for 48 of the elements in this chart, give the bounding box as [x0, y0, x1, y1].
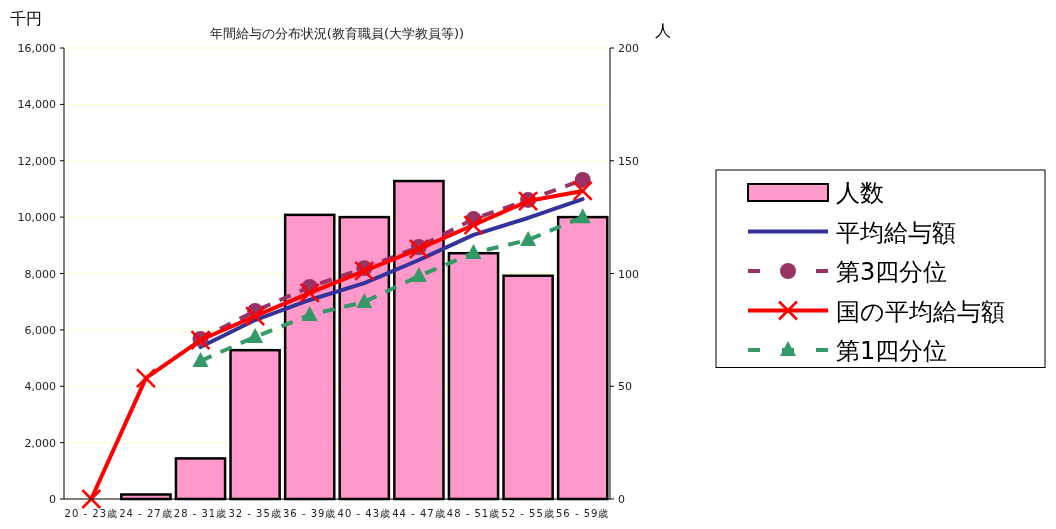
point	[520, 230, 537, 246]
legend-label: 平均給与額	[836, 218, 956, 247]
x-tick-label: 40 - 43歳	[337, 508, 392, 519]
y2-tick-label: 0	[618, 493, 625, 506]
point	[135, 367, 157, 389]
point	[301, 305, 318, 321]
y2-tick-label: 150	[618, 154, 639, 168]
x-tick-label: 44 - 47歳	[392, 508, 446, 519]
point	[463, 214, 484, 236]
y-tick-label: 0	[49, 493, 56, 506]
y2-tick-label: 100	[618, 267, 639, 281]
y-tick-label: 10,000	[17, 211, 56, 225]
x-tick-label: 48 - 51歳	[446, 508, 501, 519]
point	[408, 238, 430, 260]
point	[574, 208, 591, 224]
point	[465, 243, 482, 259]
x-tick-label: 36 - 39歳	[282, 508, 337, 519]
point	[244, 305, 266, 327]
point	[192, 351, 209, 367]
point	[299, 282, 320, 304]
x-tick-label: 56 - 59歳	[555, 508, 610, 519]
point	[247, 327, 264, 343]
point	[81, 488, 102, 510]
y-tick-label: 2,000	[24, 436, 56, 450]
y-axis-title: 千円	[10, 9, 42, 28]
point	[354, 260, 375, 282]
y2-tick-label: 200	[618, 42, 639, 55]
x-tick-label: 28 - 31歳	[173, 508, 228, 519]
legend-label: 第3四分位	[836, 258, 948, 286]
y2-tick-label: 50	[618, 380, 632, 394]
x-tick-label: 32 - 35歳	[228, 508, 282, 519]
y-tick-label: 6,000	[24, 323, 56, 337]
y-tick-label: 4,000	[24, 380, 56, 394]
legend-label: 第1四分位	[836, 337, 948, 365]
x-tick-label: 24 - 27歳	[119, 508, 173, 519]
legend-label: 人数	[836, 179, 884, 207]
y-tick-label: 14,000	[17, 98, 56, 112]
y-tick-label: 8,000	[24, 267, 56, 281]
x-tick-label: 20 - 23歳	[64, 508, 119, 519]
legend-label: 国の平均給与額	[836, 297, 1005, 326]
y2-axis-title: 人	[655, 21, 671, 40]
x-tick-label: 52 - 55歳	[501, 508, 555, 519]
chart-title: 年間給与の分布状況(教育職員(大学教員等))	[209, 26, 465, 41]
point	[356, 292, 373, 308]
y-tick-label: 12,000	[17, 154, 56, 168]
point	[572, 180, 593, 202]
point	[410, 267, 427, 283]
y-tick-label: 16,000	[17, 42, 56, 55]
